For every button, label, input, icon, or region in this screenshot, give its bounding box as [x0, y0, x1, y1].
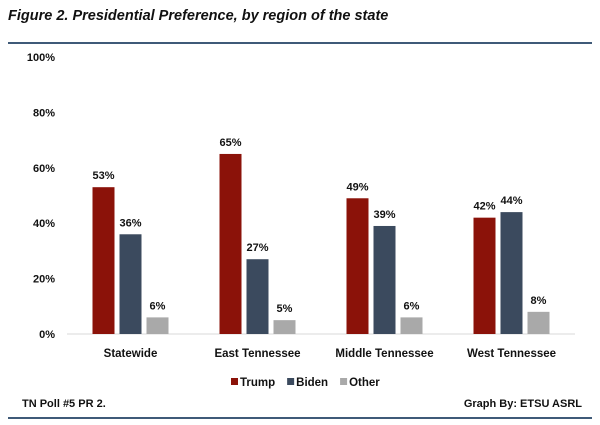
bar-biden — [500, 212, 523, 334]
bar-trump — [346, 198, 369, 334]
footer-source: TN Poll #5 PR 2. — [22, 398, 106, 410]
data-label: 65% — [219, 137, 241, 149]
legend-label-biden: Biden — [296, 377, 328, 389]
bottom-divider — [8, 417, 592, 419]
bar-trump — [219, 153, 242, 334]
legend-swatch-trump — [231, 378, 238, 385]
y-tick-label: 40% — [33, 218, 55, 230]
bar-biden — [246, 259, 269, 334]
x-tick-label: Statewide — [104, 348, 158, 360]
data-label: 6% — [404, 300, 420, 312]
legend-swatch-biden — [287, 378, 295, 385]
legend-swatch-other — [340, 378, 348, 385]
y-tick-label: 0% — [39, 329, 55, 341]
y-tick-label: 20% — [33, 274, 55, 286]
y-tick-label: 60% — [33, 163, 55, 175]
y-tick-label: 80% — [33, 107, 55, 119]
data-label: 5% — [277, 303, 293, 315]
top-divider — [8, 42, 592, 44]
data-label: 8% — [531, 295, 547, 307]
data-label: 27% — [246, 242, 268, 254]
data-label: 49% — [346, 181, 368, 193]
x-tick-label: East Tennessee — [214, 348, 300, 360]
data-label: 6% — [150, 300, 166, 312]
bar-biden — [119, 234, 142, 334]
data-label: 39% — [373, 209, 395, 221]
footer-credit: Graph By: ETSU ASRL — [463, 398, 582, 410]
bar-other — [527, 311, 550, 334]
data-label: 53% — [92, 170, 114, 182]
bar-trump — [92, 187, 115, 334]
bar-trump — [473, 217, 496, 334]
bar-other — [273, 320, 296, 334]
y-tick-label: 100% — [27, 52, 55, 64]
legend-label-trump: Trump — [240, 377, 275, 389]
legend-label-other: Other — [349, 377, 380, 389]
data-label: 44% — [500, 195, 522, 207]
x-tick-label: Middle Tennessee — [335, 348, 433, 360]
data-label: 42% — [473, 201, 495, 213]
bar-biden — [373, 225, 396, 334]
data-label: 36% — [119, 217, 141, 229]
chart-title: Figure 2. Presidential Preference, by re… — [8, 8, 389, 24]
bar-other — [146, 317, 169, 334]
x-tick-label: West Tennessee — [467, 348, 556, 360]
bar-other — [400, 317, 423, 334]
